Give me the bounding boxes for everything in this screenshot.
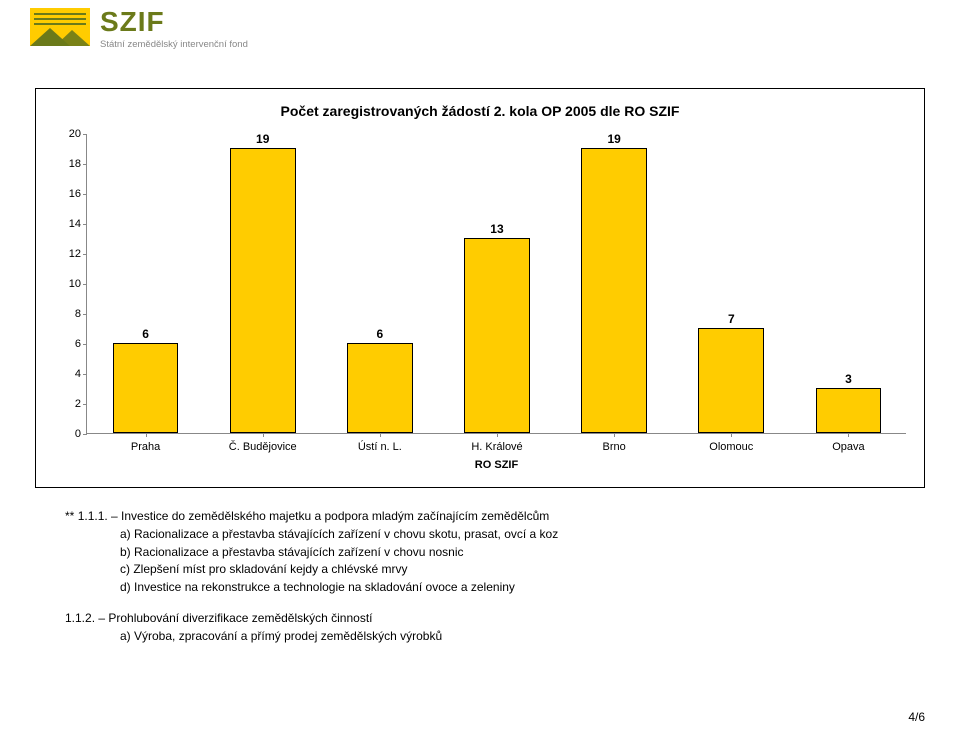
logo-main-text: SZIF [100,8,248,36]
list-item-1-title: ** 1.1.1. – Investice do zemědělského ma… [65,508,895,525]
y-tick-mark [83,434,87,435]
body-line: b) Racionalizace a přestavba stávajících… [120,544,895,561]
bar: 6 [113,343,179,433]
y-tick-mark [83,194,87,195]
list-item-2-title: 1.1.2. – Prohlubování diverzifikace země… [65,610,895,627]
x-tick-label: Č. Budějovice [229,433,297,453]
body-text: ** 1.1.1. – Investice do zemědělského ma… [65,508,895,646]
body-line: c) Zlepšení míst pro skladování kejdy a … [120,561,895,578]
y-tick-mark [83,164,87,165]
chart-container: Počet zaregistrovaných žádostí 2. kola O… [35,88,925,488]
bar: 13 [464,238,530,433]
header: SZIF Státní zemědělský intervenční fond [30,8,248,50]
y-tick-mark [83,404,87,405]
bar-value-label: 7 [728,312,735,329]
y-tick-mark [83,134,87,135]
item1-title-text: 1.1.1. – Investice do zemědělského majet… [78,509,550,523]
y-tick-mark [83,344,87,345]
list-item-1: ** 1.1.1. – Investice do zemědělského ma… [65,508,895,596]
body-line: d) Investice na rekonstrukce a technolog… [120,579,895,596]
bar-value-label: 13 [490,222,503,239]
bar-value-label: 19 [607,132,620,149]
y-tick-mark [83,314,87,315]
plot-area: RO SZIF 024681012141618206Praha19Č. Budě… [86,134,906,434]
x-tick-label: Ústí n. L. [358,433,402,453]
body-line: a) Racionalizace a přestavba stávajících… [120,526,895,543]
page-number: 4/6 [908,710,925,724]
item2-title-text: 1.1.2. – Prohlubování diverzifikace země… [65,611,373,625]
item1-lines: a) Racionalizace a přestavba stávajících… [65,526,895,596]
bar: 7 [698,328,764,433]
x-tick-label: Brno [603,433,626,453]
y-tick-mark [83,224,87,225]
x-tick-label: Olomouc [709,433,753,453]
item2-lines: a) Výroba, zpracování a přímý prodej zem… [65,628,895,645]
y-tick-mark [83,254,87,255]
bar: 19 [230,148,296,433]
chart-title: Počet zaregistrovaných žádostí 2. kola O… [36,89,924,125]
bar: 19 [581,148,647,433]
logo-text-block: SZIF Státní zemědělský intervenční fond [100,8,248,50]
bar-value-label: 6 [142,327,149,344]
bar: 3 [816,388,882,433]
logo-sub-text: Státní zemědělský intervenční fond [100,39,248,50]
bar: 6 [347,343,413,433]
marker: ** [65,509,74,523]
bar-value-label: 3 [845,372,852,389]
y-tick-mark [83,374,87,375]
y-tick-mark [83,284,87,285]
x-tick-label: Opava [832,433,864,453]
list-item-2: 1.1.2. – Prohlubování diverzifikace země… [65,610,895,646]
body-line: a) Výroba, zpracování a přímý prodej zem… [120,628,895,645]
szif-logo-icon [30,8,90,46]
bar-value-label: 19 [256,132,269,149]
bar-value-label: 6 [377,327,384,344]
x-tick-label: Praha [131,433,160,453]
x-tick-label: H. Králové [471,433,522,453]
